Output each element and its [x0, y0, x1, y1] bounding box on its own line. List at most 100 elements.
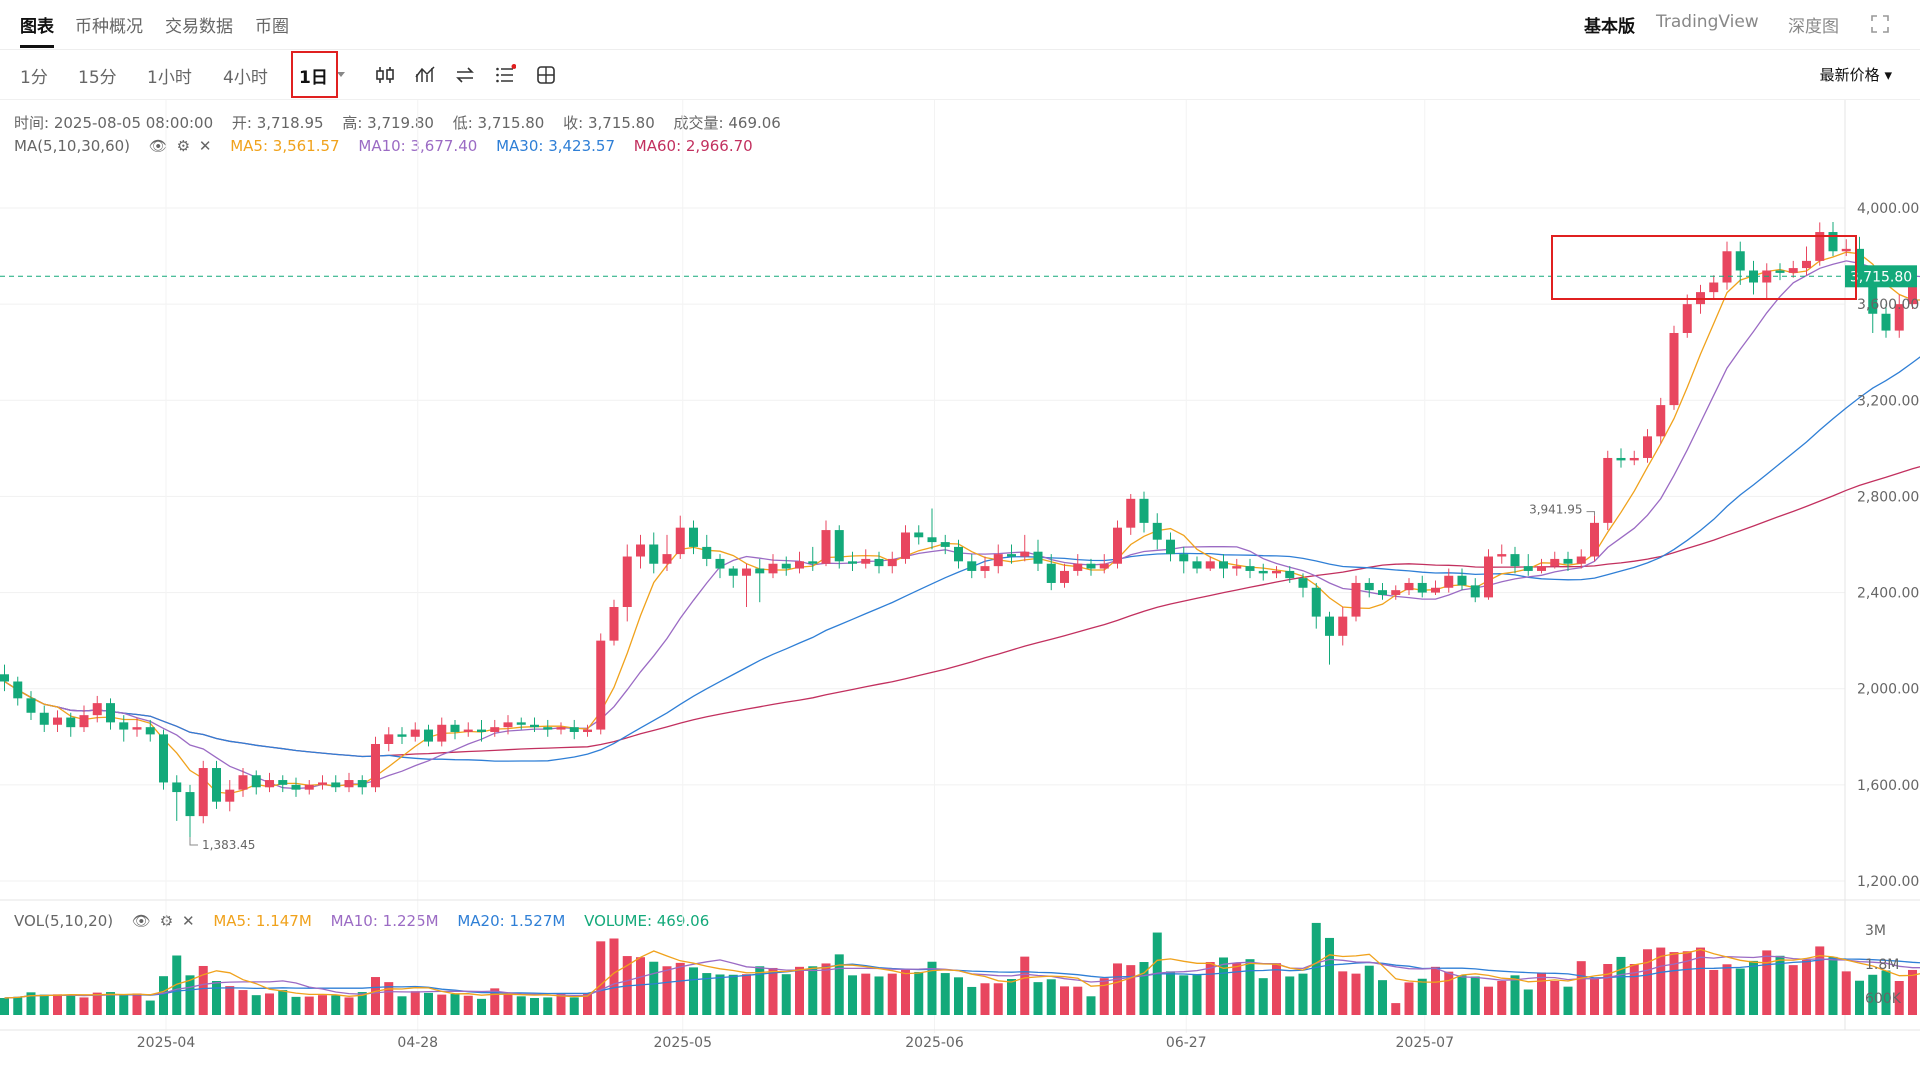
- candle-body: [675, 527, 685, 555]
- volume-bar: [384, 982, 394, 1015]
- y-axis-tick: 1,600.00: [1857, 778, 1919, 794]
- tab-trading-data[interactable]: 交易数据: [165, 17, 233, 37]
- price-type-selector[interactable]: 最新价格 ▾: [1819, 66, 1892, 84]
- candle-body: [887, 558, 897, 567]
- volume-bar: [1404, 982, 1414, 1015]
- volume-bar: [954, 977, 963, 1015]
- chart-overlay: 3,715.80 3,941.95 1,383.45: [0, 235, 1917, 852]
- candle-body: [212, 768, 221, 802]
- ohlc-open: 开: 3,718.95: [231, 114, 324, 132]
- candle-body: [145, 727, 155, 735]
- candle-body: [940, 542, 950, 547]
- candle-body: [1338, 616, 1348, 636]
- tab-chart[interactable]: 图表: [20, 17, 54, 37]
- volume-bar: [768, 967, 778, 1015]
- interval-4h[interactable]: 4小时: [223, 68, 268, 88]
- candle-body: [1656, 405, 1666, 437]
- candle-body: [993, 554, 1003, 567]
- y-axis-tick: 2,400.00: [1857, 586, 1919, 602]
- y-axis-tick: 4,000.00: [1857, 201, 1919, 217]
- indicator-icon[interactable]: [414, 64, 436, 86]
- candle-body: [13, 681, 23, 699]
- candle-body: [477, 729, 486, 732]
- volume-bar: [1616, 956, 1626, 1015]
- caret-down-icon[interactable]: [337, 70, 345, 78]
- volume-bar: [291, 996, 301, 1015]
- volume-bar: [477, 998, 486, 1015]
- volume-bar: [1457, 975, 1467, 1015]
- volume-bar: [13, 996, 23, 1015]
- volume-bar: [410, 991, 420, 1015]
- list-settings-icon[interactable]: [494, 64, 516, 86]
- volume-bar: [1470, 976, 1480, 1015]
- x-axis-tick: 04-28: [397, 1035, 438, 1051]
- tab-depth-chart[interactable]: 深度图: [1788, 17, 1839, 37]
- candle-body: [490, 727, 500, 732]
- candle-body: [1510, 554, 1520, 567]
- volume-bar: [1046, 979, 1056, 1015]
- candle-body: [596, 640, 606, 730]
- volume-bar: [1855, 980, 1864, 1015]
- volume-bar: [1550, 981, 1560, 1015]
- volume-bar: [1245, 959, 1255, 1015]
- vol-legend-label: VOL(5,10,20): [14, 912, 114, 930]
- candle-body: [1470, 585, 1480, 598]
- candle-body: [238, 775, 248, 790]
- candle-body: [1073, 563, 1083, 571]
- volume-bar: [1656, 947, 1666, 1015]
- x-axis-tick: 2025-05: [654, 1035, 713, 1051]
- y-axis-tick: 1,200.00: [1857, 874, 1919, 890]
- tab-tradingview[interactable]: TradingView: [1656, 12, 1759, 32]
- volume-bar: [1007, 979, 1016, 1015]
- volume-bar: [92, 992, 102, 1015]
- fullscreen-icon[interactable]: [1870, 14, 1890, 34]
- volume-bar: [344, 997, 354, 1015]
- candle-body: [304, 784, 314, 790]
- volume-bar: [1762, 950, 1772, 1015]
- close-icon[interactable]: ✕: [198, 137, 212, 155]
- candle-body: [556, 727, 566, 730]
- candle-body: [1272, 570, 1281, 574]
- ma60-line: [4, 465, 1920, 758]
- volume-bar: [543, 997, 553, 1015]
- candle-body: [278, 780, 288, 785]
- candle-body: [1735, 251, 1745, 271]
- settings-icon[interactable]: ⚙: [176, 137, 191, 155]
- tab-coin-circle[interactable]: 币圈: [255, 17, 289, 37]
- candle-body: [967, 561, 977, 571]
- vol-ma10-value: MA10: 1.225M: [330, 912, 439, 930]
- candle-body: [689, 527, 698, 547]
- tab-basic-version[interactable]: 基本版: [1584, 17, 1635, 37]
- top-tab-bar: 图表 币种概况 交易数据 币圈 基本版 TradingView 深度图: [0, 0, 1920, 50]
- high-marker: [1586, 511, 1595, 516]
- candle-body: [622, 556, 632, 607]
- vol-close-icon[interactable]: ✕: [181, 912, 195, 930]
- price-chart[interactable]: 4,000.00 3,600.00 3,200.00 2,800.00 2,400.00…: [0, 100, 1920, 1070]
- volume-bar: [185, 975, 195, 1015]
- volume-bar: [1576, 961, 1586, 1015]
- volume-bar: [1563, 986, 1573, 1015]
- interval-1d[interactable]: 1日: [299, 68, 328, 88]
- candle-body: [26, 698, 36, 713]
- eye-icon[interactable]: 👁: [148, 137, 168, 155]
- candlestick-type-icon[interactable]: [374, 64, 396, 86]
- candle-body: [1258, 570, 1268, 574]
- vol-ma5-line: [4, 948, 1920, 999]
- volume-bar: [238, 990, 248, 1015]
- vol-eye-icon[interactable]: 👁: [131, 912, 151, 930]
- volume-bar: [556, 994, 566, 1015]
- volume-bar: [715, 974, 725, 1015]
- candle-body: [1590, 522, 1599, 557]
- chart-axes: 4,000.00 3,600.00 3,200.00 2,800.00 2,400.00…: [137, 201, 1920, 1051]
- interval-15m[interactable]: 15分: [78, 68, 117, 88]
- volume-bar: [1537, 972, 1546, 1015]
- layout-icon[interactable]: [535, 64, 557, 86]
- volume-bar: [1311, 922, 1321, 1015]
- interval-1h[interactable]: 1小时: [147, 68, 192, 88]
- candle-body: [1855, 248, 1864, 276]
- compare-swap-icon[interactable]: [454, 64, 476, 86]
- candle-body: [1802, 260, 1811, 269]
- interval-1m[interactable]: 1分: [20, 68, 48, 88]
- tab-coin-overview[interactable]: 币种概况: [75, 17, 143, 37]
- candle-body: [1046, 563, 1056, 583]
